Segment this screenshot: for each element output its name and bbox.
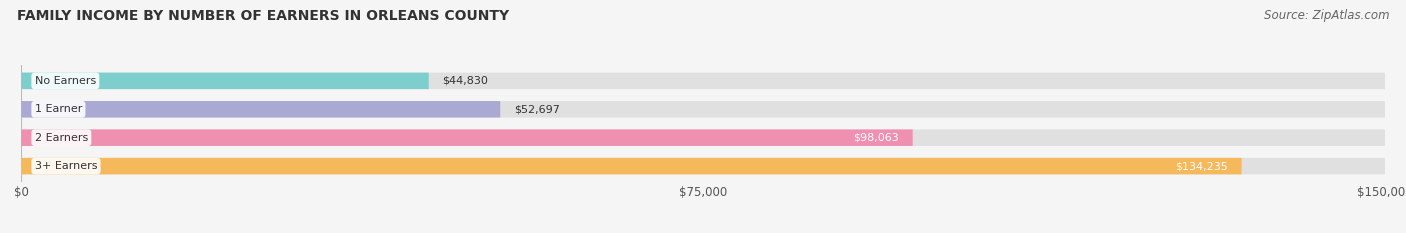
Text: $134,235: $134,235: [1175, 161, 1227, 171]
FancyBboxPatch shape: [21, 73, 429, 89]
Text: 2 Earners: 2 Earners: [35, 133, 89, 143]
Text: Source: ZipAtlas.com: Source: ZipAtlas.com: [1264, 9, 1389, 22]
Text: FAMILY INCOME BY NUMBER OF EARNERS IN ORLEANS COUNTY: FAMILY INCOME BY NUMBER OF EARNERS IN OR…: [17, 9, 509, 23]
FancyBboxPatch shape: [21, 130, 1385, 146]
Text: $52,697: $52,697: [513, 104, 560, 114]
FancyBboxPatch shape: [21, 130, 912, 146]
Text: No Earners: No Earners: [35, 76, 96, 86]
Text: 1 Earner: 1 Earner: [35, 104, 82, 114]
FancyBboxPatch shape: [21, 158, 1241, 174]
Text: 3+ Earners: 3+ Earners: [35, 161, 97, 171]
Text: $44,830: $44,830: [443, 76, 488, 86]
FancyBboxPatch shape: [21, 101, 501, 117]
Text: $98,063: $98,063: [853, 133, 898, 143]
FancyBboxPatch shape: [21, 101, 1385, 117]
FancyBboxPatch shape: [21, 73, 1385, 89]
FancyBboxPatch shape: [21, 158, 1385, 174]
